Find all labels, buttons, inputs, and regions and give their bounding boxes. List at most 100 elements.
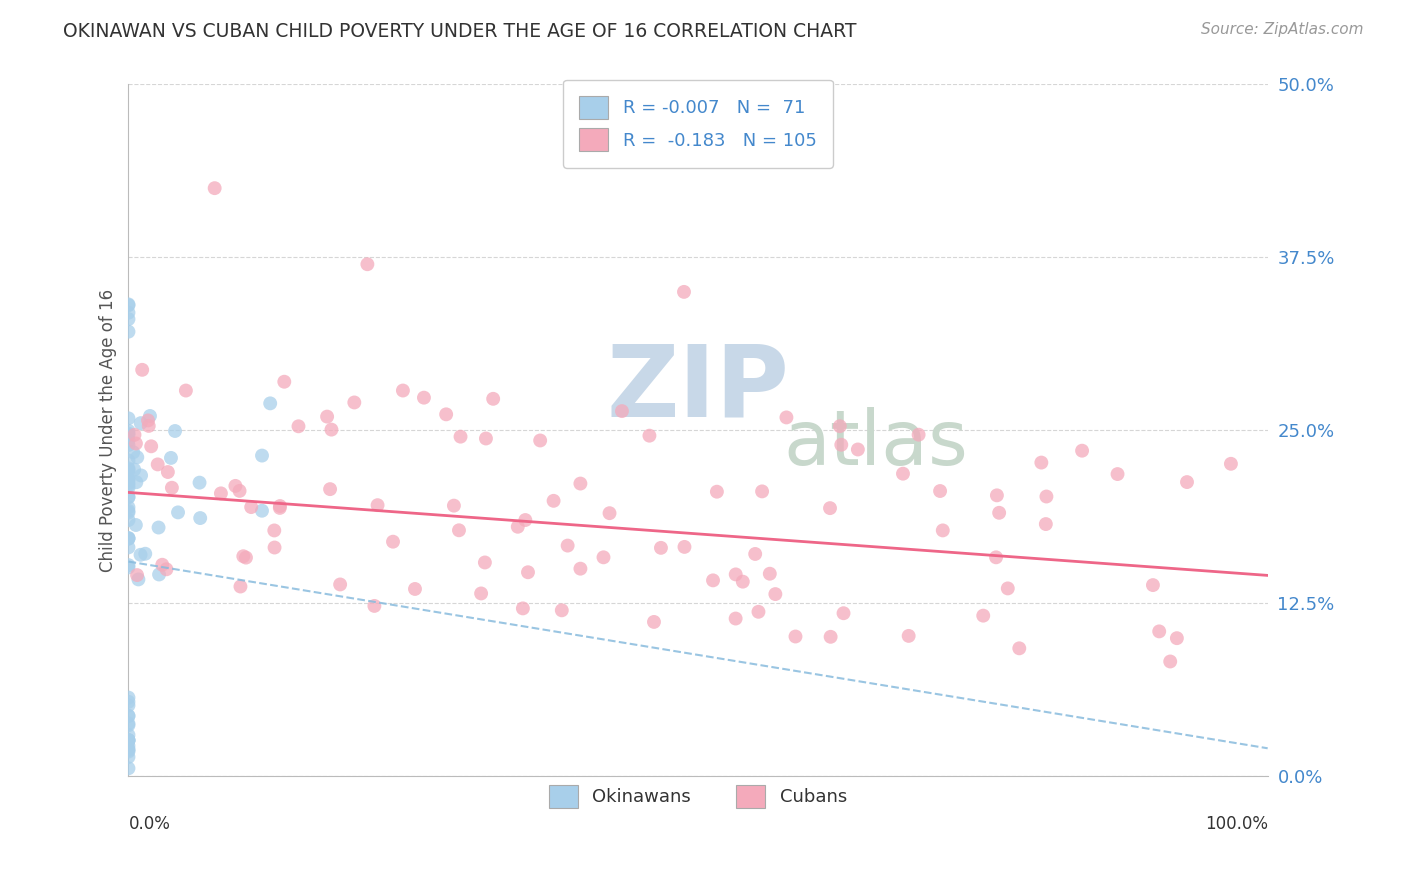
Point	[240, 500, 263, 514]
Point	[117, 716, 139, 731]
Point	[986, 488, 1008, 502]
Point	[117, 733, 139, 747]
Point	[127, 573, 149, 587]
Point	[506, 520, 529, 534]
Point	[174, 384, 197, 398]
Point	[136, 413, 159, 427]
Point	[434, 407, 457, 421]
Text: Source: ZipAtlas.com: Source: ZipAtlas.com	[1201, 22, 1364, 37]
Point	[515, 513, 537, 527]
Point	[517, 566, 540, 580]
Point	[117, 690, 139, 705]
Point	[150, 558, 173, 572]
Point	[232, 549, 254, 564]
Point	[117, 560, 139, 574]
Point	[1107, 467, 1129, 481]
Point	[988, 506, 1011, 520]
Point	[117, 531, 139, 545]
Point	[706, 484, 728, 499]
Point	[1142, 578, 1164, 592]
Point	[392, 384, 415, 398]
Point	[984, 550, 1007, 565]
Point	[224, 479, 246, 493]
Point	[117, 306, 139, 320]
Point	[830, 438, 852, 452]
Point	[1035, 517, 1057, 532]
Point	[316, 409, 339, 424]
Point	[129, 468, 152, 483]
Point	[117, 709, 139, 723]
Point	[235, 550, 257, 565]
Point	[382, 534, 405, 549]
Point	[443, 499, 465, 513]
Point	[413, 391, 436, 405]
Point	[785, 630, 807, 644]
Point	[117, 506, 139, 520]
Point	[148, 567, 170, 582]
Point	[163, 424, 186, 438]
Point	[551, 603, 574, 617]
Point	[747, 605, 769, 619]
Point	[932, 524, 955, 538]
Point	[188, 475, 211, 490]
Point	[832, 606, 855, 620]
Point	[117, 745, 139, 759]
Point	[209, 486, 232, 500]
Point	[188, 511, 211, 525]
Point	[1008, 641, 1031, 656]
Legend: Okinawans, Cubans: Okinawans, Cubans	[541, 778, 855, 815]
Point	[474, 556, 496, 570]
Point	[673, 540, 696, 554]
Point	[846, 442, 869, 457]
Point	[367, 498, 389, 512]
Point	[828, 419, 851, 434]
Point	[117, 472, 139, 486]
Point	[117, 500, 139, 515]
Point	[321, 423, 343, 437]
Point	[117, 461, 139, 475]
Point	[329, 577, 352, 591]
Point	[1175, 475, 1198, 489]
Point	[117, 490, 139, 504]
Point	[592, 550, 614, 565]
Point	[229, 580, 252, 594]
Text: OKINAWAN VS CUBAN CHILD POVERTY UNDER THE AGE OF 16 CORRELATION CHART: OKINAWAN VS CUBAN CHILD POVERTY UNDER TH…	[63, 22, 856, 41]
Point	[117, 434, 139, 448]
Point	[160, 450, 183, 465]
Text: 100.0%: 100.0%	[1205, 814, 1268, 832]
Point	[146, 458, 169, 472]
Point	[287, 419, 309, 434]
Point	[250, 504, 273, 518]
Point	[117, 742, 139, 756]
Point	[155, 562, 177, 576]
Point	[117, 490, 139, 504]
Point	[131, 363, 153, 377]
Point	[117, 728, 139, 742]
Point	[125, 475, 148, 490]
Point	[127, 450, 149, 465]
Point	[569, 562, 592, 576]
Point	[167, 505, 190, 519]
Point	[1071, 443, 1094, 458]
Point	[610, 404, 633, 418]
Point	[138, 418, 160, 433]
Point	[897, 629, 920, 643]
Point	[117, 750, 139, 764]
Point	[141, 439, 163, 453]
Point	[929, 483, 952, 498]
Point	[356, 257, 378, 271]
Point	[117, 478, 139, 492]
Point	[117, 297, 139, 311]
Point	[269, 500, 291, 515]
Point	[156, 465, 179, 479]
Point	[907, 427, 929, 442]
Point	[650, 541, 672, 555]
Point	[450, 430, 472, 444]
Point	[543, 493, 565, 508]
Point	[363, 599, 385, 613]
Point	[125, 518, 148, 533]
Point	[124, 427, 146, 442]
Point	[117, 504, 139, 518]
Point	[122, 462, 145, 476]
Point	[134, 547, 156, 561]
